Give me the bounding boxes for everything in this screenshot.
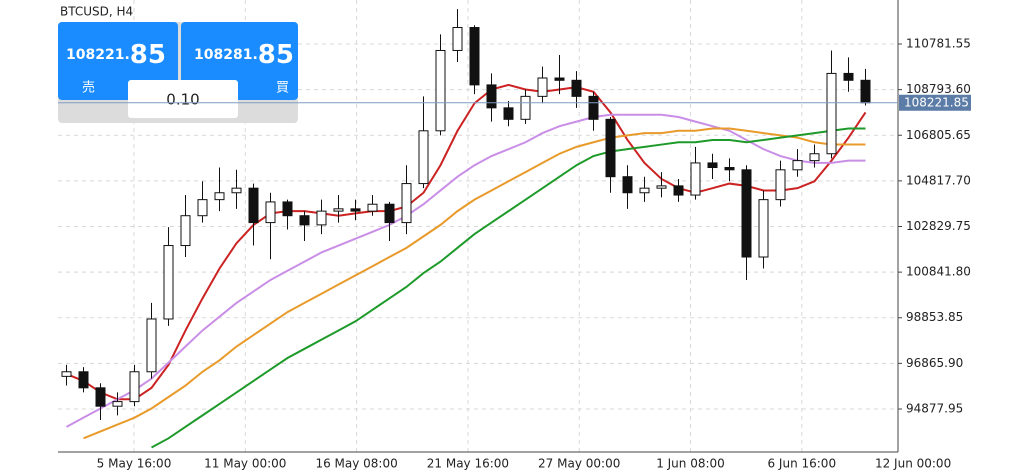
candle-body: [656, 185, 667, 189]
x-tick-label: 6 Jun 16:00: [767, 457, 836, 471]
moving-average: [66, 83, 867, 401]
sell-label: 売: [82, 80, 95, 96]
y-tick-label: 102829.75: [906, 219, 971, 233]
moving-average: [151, 127, 866, 449]
candle-body: [605, 118, 616, 178]
buy-price-main: 108281.: [194, 47, 258, 63]
candle-body: [741, 169, 752, 258]
sell-price-big: 85: [130, 40, 166, 70]
candle-body: [214, 192, 225, 201]
candle-body: [384, 203, 395, 224]
x-tick-label: 21 May 16:00: [427, 457, 509, 471]
trade-panel: 108221.85 108281.85 売 買 0.10: [58, 22, 298, 123]
x-tick-label: 11 May 00:00: [204, 457, 286, 471]
last-price-box: [899, 94, 971, 111]
candle-body: [61, 371, 72, 377]
candle-body: [282, 201, 293, 217]
y-tick-label: 108793.60: [906, 82, 971, 96]
candle-body: [146, 318, 157, 373]
candle-body: [333, 208, 344, 212]
candle-body: [554, 77, 565, 81]
candle-body: [469, 27, 480, 86]
x-tick-label: 12 Jun 00:00: [875, 457, 951, 471]
y-tick-label: 104817.70: [906, 173, 971, 187]
moving-average: [66, 113, 866, 428]
y-tick-label: 94877.95: [906, 401, 963, 415]
candle-body: [775, 169, 786, 201]
candle-body: [180, 215, 191, 247]
x-tick-label: 27 May 00:00: [538, 457, 620, 471]
x-tick-label: 16 May 08:00: [315, 457, 397, 471]
candle-body: [860, 79, 871, 104]
candle-body: [163, 245, 174, 320]
candle-body: [503, 107, 514, 120]
candle-body: [639, 187, 650, 194]
candle-body: [367, 203, 378, 212]
candle-body: [299, 215, 310, 226]
candle-body: [826, 72, 837, 155]
candle-body: [435, 49, 446, 132]
candle-body: [758, 199, 769, 258]
moving-averages: [66, 83, 867, 449]
y-tick-label: 100841.80: [906, 265, 971, 279]
candle-body: [231, 187, 242, 194]
candles: [61, 9, 871, 420]
candle-body: [129, 371, 140, 403]
candle-body: [537, 77, 548, 97]
candle-body: [350, 208, 361, 212]
candle-body: [622, 176, 633, 194]
volume-box[interactable]: [128, 80, 238, 118]
candle-body: [792, 160, 803, 171]
x-tick-label: 1 Jun 08:00: [656, 457, 725, 471]
y-tick-label: 98853.85: [906, 310, 963, 324]
sell-price: 108221.85: [66, 40, 166, 70]
candle-body: [418, 130, 429, 185]
candle-body: [95, 387, 106, 407]
candle-body: [673, 185, 684, 196]
candle-body: [78, 371, 89, 389]
buy-price-big: 85: [258, 40, 294, 70]
y-tick-label: 110781.55: [906, 37, 971, 51]
y-tick-label: 96865.90: [906, 356, 963, 370]
sell-price-main: 108221.: [66, 47, 130, 63]
moving-average: [83, 127, 866, 440]
buy-price: 108281.85: [194, 40, 294, 70]
candle-body: [809, 153, 820, 162]
buy-label: 買: [276, 81, 289, 96]
candle-body: [452, 27, 463, 51]
axes: 110781.55 108793.60 106805.65 104817.70 1028…: [97, 37, 971, 471]
y-tick-label: 106805.65: [906, 128, 971, 142]
candle-body: [707, 162, 718, 169]
last-price-label: 108221.85: [904, 95, 969, 109]
candle-body: [843, 72, 854, 81]
candle-body: [197, 199, 208, 217]
candle-body: [486, 84, 497, 109]
x-tick-label: 5 May 16:00: [97, 457, 172, 471]
grid: [58, 0, 898, 452]
volume: 0.10: [166, 91, 199, 109]
candle-body: [112, 401, 123, 407]
candle-body: [724, 167, 735, 171]
candle-body: [690, 162, 701, 196]
candle-body: [265, 201, 276, 224]
candle-body: [571, 79, 582, 97]
candle-body: [316, 210, 327, 226]
candle-body: [248, 187, 259, 224]
symbol-title: BTCUSD, H4: [60, 5, 133, 19]
candle-body: [401, 183, 412, 224]
candle-body: [588, 95, 599, 120]
candle-body: [520, 95, 531, 120]
